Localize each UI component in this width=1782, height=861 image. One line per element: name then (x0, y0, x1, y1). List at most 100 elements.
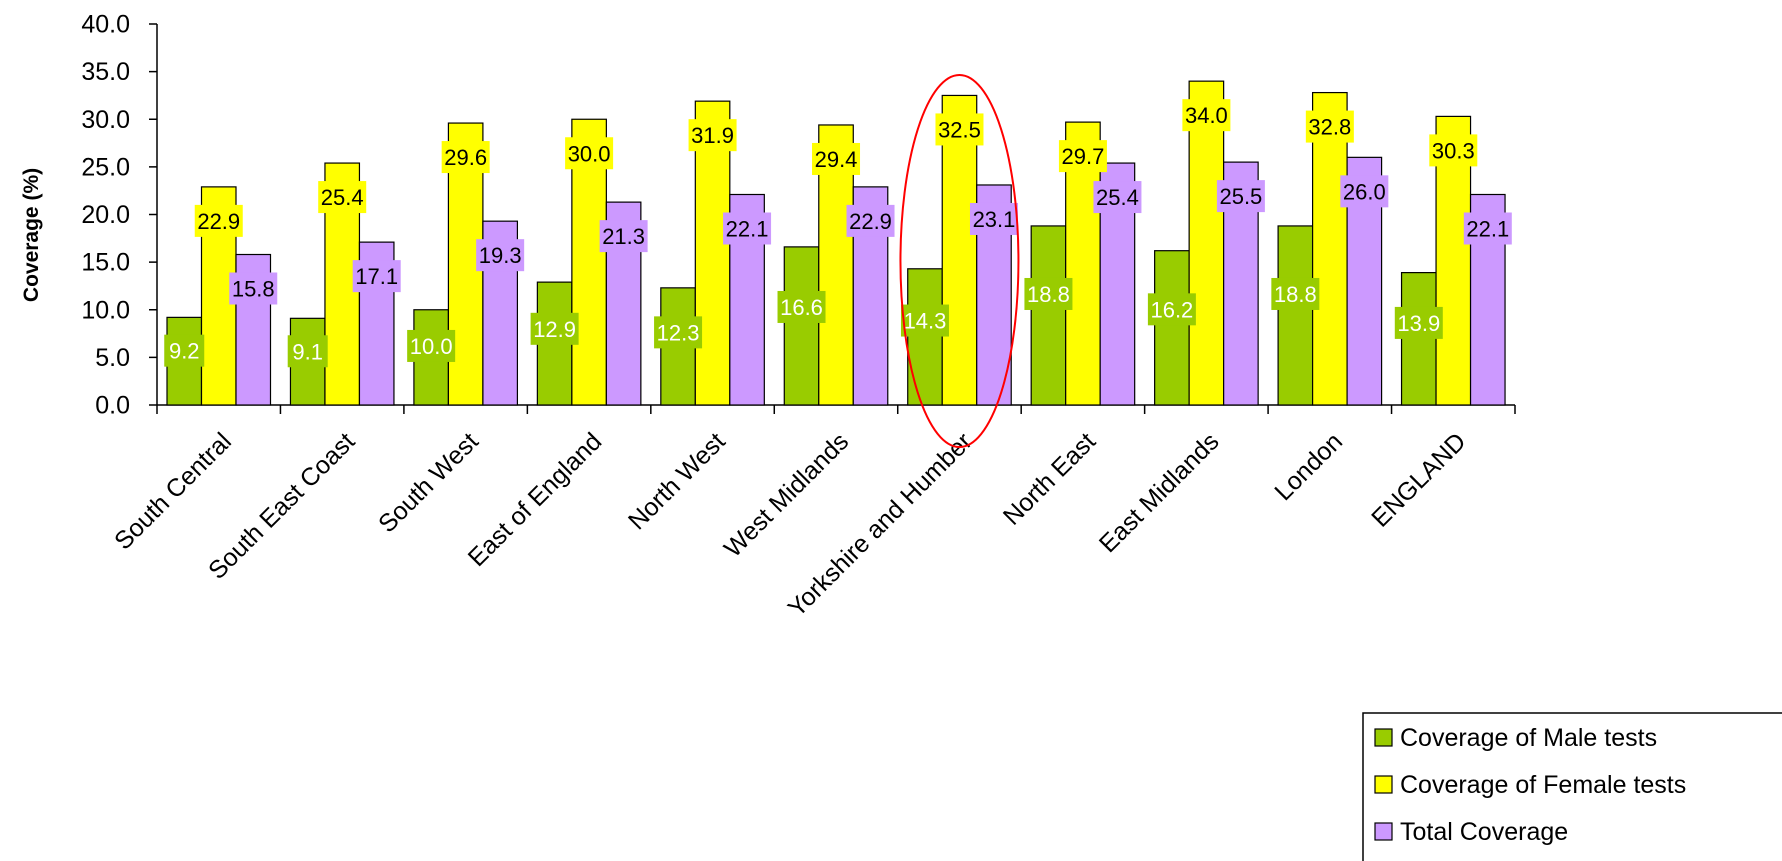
data-label: 25.4 (321, 185, 364, 210)
category-label: East Midlands (1094, 427, 1225, 558)
data-label: 18.8 (1027, 282, 1070, 307)
y-tick-label: 5.0 (95, 344, 130, 372)
data-label: 25.5 (1219, 184, 1262, 209)
data-label: 22.9 (849, 209, 892, 234)
data-label-box (1340, 175, 1389, 208)
data-label-box (318, 181, 367, 214)
y-tick-label: 25.0 (81, 153, 130, 181)
bar-male (1030, 225, 1067, 406)
data-label-box (1216, 180, 1265, 213)
legend-label: Total Coverage (1400, 818, 1568, 846)
data-label-box (229, 272, 278, 305)
highlight-ellipse (899, 74, 1020, 448)
bar-female (941, 94, 978, 406)
data-label: 34.0 (1185, 103, 1228, 128)
data-label-box (812, 142, 861, 175)
data-label-box (688, 119, 737, 152)
category-label: North West (623, 427, 731, 535)
data-label: 31.9 (691, 123, 734, 148)
data-label-box (407, 329, 456, 362)
data-label: 12.9 (533, 317, 576, 342)
y-tick-label: 30.0 (81, 106, 130, 134)
data-label: 9.1 (292, 339, 323, 364)
y-axis-title: Coverage (%) (20, 168, 43, 302)
data-label-box (599, 220, 648, 253)
bar-female (1311, 91, 1348, 406)
data-label: 29.7 (1062, 144, 1105, 169)
data-label: 18.8 (1274, 282, 1317, 307)
category-label: South Central (109, 427, 237, 555)
bar-male (1154, 250, 1190, 406)
data-label-box (287, 335, 328, 368)
data-label-box (164, 334, 205, 367)
data-label: 29.4 (815, 147, 858, 172)
legend-label: Coverage of Male tests (1400, 724, 1657, 752)
data-label: 22.1 (1466, 216, 1509, 241)
category-label: ENGLAND (1366, 427, 1471, 532)
data-label: 10.0 (410, 334, 453, 359)
data-label-box (1271, 277, 1320, 310)
data-label: 12.3 (657, 320, 700, 345)
data-label-box (1429, 134, 1478, 167)
bar-male (907, 268, 943, 406)
data-label: 22.9 (197, 209, 240, 234)
data-label: 23.1 (973, 207, 1016, 232)
data-label-box (777, 290, 826, 323)
y-tick-label: 40.0 (81, 11, 130, 39)
y-tick-label: 35.0 (81, 58, 130, 86)
data-label: 14.3 (904, 309, 947, 334)
y-tick-label: 20.0 (81, 201, 130, 229)
data-labels: 9.2 22.9 15.8 9.1 25.4 17.1 10.0 29.6 19.3 12.9 30… (164, 99, 1512, 368)
data-label-box (530, 312, 579, 345)
data-label: 16.2 (1150, 297, 1193, 322)
data-label: 29.6 (444, 145, 487, 170)
data-label: 17.1 (355, 264, 398, 289)
category-label: West Midlands (719, 427, 854, 562)
y-tick-label: 10.0 (81, 296, 130, 324)
data-label-box (900, 304, 949, 337)
data-label-box (1394, 306, 1443, 339)
data-label-box (1182, 99, 1231, 132)
data-label-box (1305, 110, 1354, 143)
data-label-box (194, 204, 243, 237)
data-label-box (565, 137, 614, 170)
data-label: 13.9 (1397, 311, 1440, 336)
bar-male (1277, 225, 1314, 406)
category-label: South West (373, 427, 484, 538)
data-label-box (1058, 140, 1107, 173)
y-tick-label: 15.0 (81, 249, 130, 277)
category-label: East of England (463, 427, 608, 572)
data-label: 9.2 (169, 339, 200, 364)
data-label: 16.6 (780, 295, 823, 320)
data-label: 30.0 (568, 141, 611, 166)
category-label: North East (998, 427, 1101, 530)
data-label-box (935, 113, 984, 146)
data-label: 22.1 (726, 216, 769, 241)
legend-swatch (1374, 728, 1393, 747)
bar-male (783, 246, 820, 406)
legend-swatch (1374, 775, 1393, 794)
data-label-box (654, 316, 703, 349)
data-label-box (441, 141, 490, 174)
legend-box (1362, 712, 1782, 861)
data-label-box (1093, 181, 1142, 214)
data-label-box (723, 212, 772, 245)
y-tick-label: 0.0 (95, 392, 130, 420)
legend-label: Coverage of Female tests (1400, 771, 1686, 799)
bars (166, 80, 1506, 406)
bar-female (1188, 80, 1225, 406)
data-label-box (1463, 212, 1512, 245)
data-label-box (352, 260, 401, 293)
data-label-box (969, 202, 1018, 235)
data-label-box (846, 204, 895, 237)
data-label: 32.5 (938, 117, 981, 142)
data-label: 25.4 (1096, 185, 1139, 210)
data-label-box (476, 239, 525, 272)
bar-female (694, 100, 731, 406)
highlight-group (899, 74, 1020, 448)
category-label: London (1269, 427, 1348, 506)
data-label-box (1024, 277, 1073, 310)
data-label: 30.3 (1432, 138, 1475, 163)
